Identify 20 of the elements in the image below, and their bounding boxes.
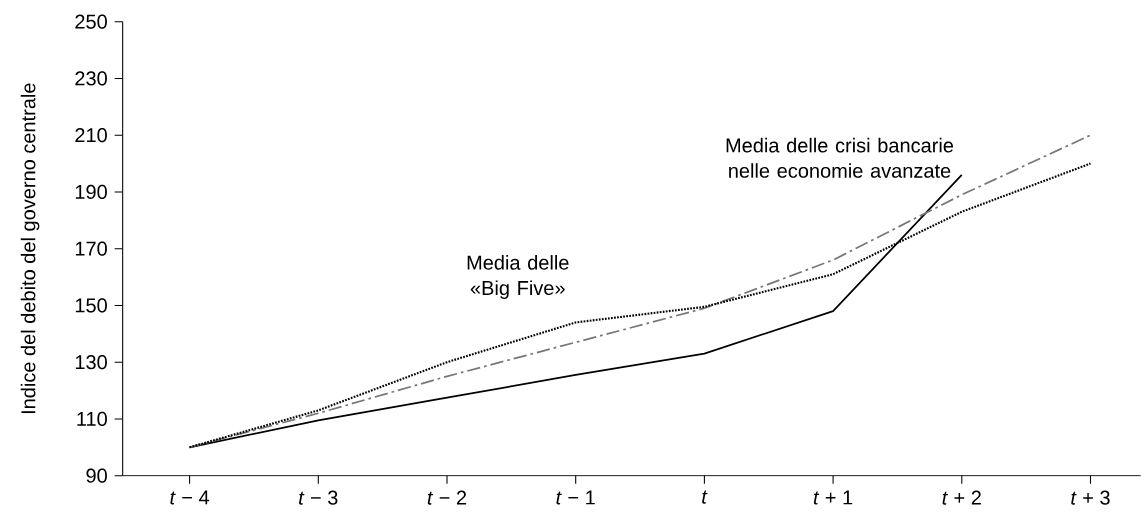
y-tick-label: 250 [75,14,107,29]
x-tick-label: t + 1 [813,490,853,505]
annotation: Media delle «Big Five» [467,255,569,300]
y-tick-label: 110 [77,411,107,426]
annotation: Media delle crisi bancarie nelle economie avanzate [726,137,954,178]
x-tick-label: t + 3 [1071,490,1110,505]
y-tick-label: 210 [75,128,107,143]
x-tick-label: t − 2 [427,490,467,505]
y-tick-label: 150 [75,298,107,313]
y-tick-label: 230 [75,71,107,86]
y-tick-label: 130 [75,355,107,370]
x-tick-label: t [702,490,708,504]
y-axis-title: Indice del debito del governo centrale [20,83,40,414]
x-tick-label: t − 1 [556,490,595,505]
y-tick-label: 190 [75,184,107,199]
y-tick-label: 90 [86,468,107,483]
y-tick-label: 170 [75,241,107,256]
x-tick-label: t + 2 [942,490,981,505]
x-tick-label: t − 3 [299,490,338,505]
x-tick-label: t − 4 [170,490,210,505]
